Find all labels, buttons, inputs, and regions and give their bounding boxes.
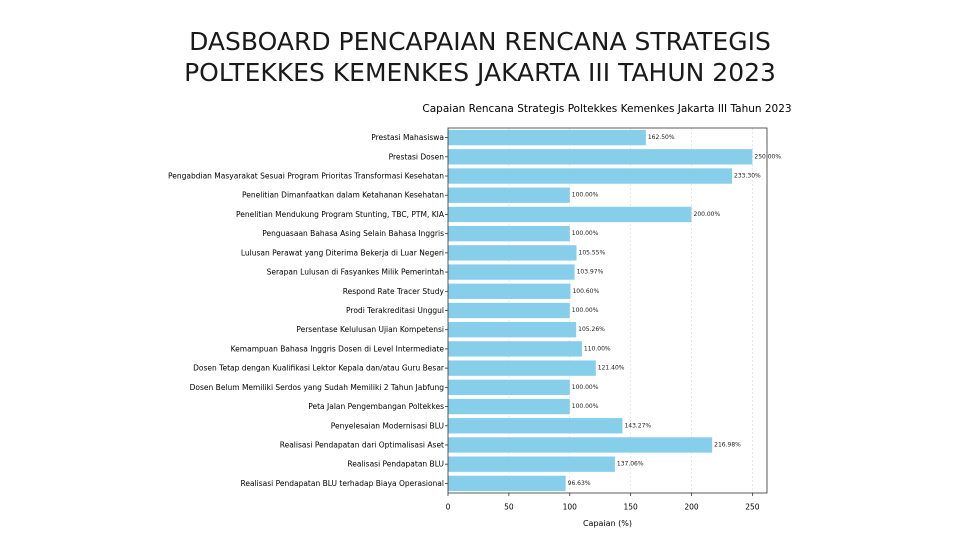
value-label: 137.06% xyxy=(617,461,644,468)
x-tick-label: 50 xyxy=(504,503,514,512)
category-label: Penyelesaian Modernisasi BLU xyxy=(331,421,444,430)
category-label: Respond Rate Tracer Study xyxy=(343,287,445,296)
value-label: 162.50% xyxy=(648,134,675,141)
value-label: 121.40% xyxy=(598,365,625,372)
value-label: 143.27% xyxy=(624,422,651,429)
x-tick-label: 0 xyxy=(446,503,451,512)
bar xyxy=(448,149,753,165)
category-label: Kemampuan Bahasa Inggris Dosen di Level … xyxy=(231,344,445,353)
x-tick-label: 150 xyxy=(623,503,638,512)
bar xyxy=(448,341,582,357)
category-label: Penelitian Dimanfaatkan dalam Ketahanan … xyxy=(242,191,444,200)
category-label: Persentase Kelulusan Ujian Kompetensi xyxy=(296,325,444,334)
value-label: 100.60% xyxy=(572,288,599,295)
bar xyxy=(448,187,570,203)
bar xyxy=(448,398,570,415)
value-label: 100.00% xyxy=(572,403,599,410)
bar xyxy=(448,418,623,434)
plot-frame xyxy=(447,127,768,494)
slide-title-line-2: POLTEKKES KEMENKES JAKARTA III TAHUN 202… xyxy=(184,58,776,87)
category-label: Dosen Belum Memiliki Serdos yang Sudah M… xyxy=(190,383,445,392)
bar xyxy=(448,283,571,299)
bar xyxy=(448,264,575,280)
x-tick-label: 100 xyxy=(563,503,578,512)
category-label: Dosen Tetap dengan Kualifikasi Lektor Ke… xyxy=(193,364,445,373)
bar xyxy=(448,206,692,223)
value-label: 105.55% xyxy=(579,249,606,256)
value-label: 100.00% xyxy=(572,384,599,391)
value-label: 100.00% xyxy=(572,230,599,237)
category-label: Pengabdian Masyarakat Sesuai Program Pri… xyxy=(168,172,444,181)
category-label: Realisasi Pendapatan dari Optimalisasi A… xyxy=(280,440,444,449)
value-label: 100.00% xyxy=(572,307,599,314)
value-label: 110.00% xyxy=(584,345,611,352)
bar xyxy=(448,456,615,472)
value-labels: 162.50% 250.00% 233.30% 100.00% 200.00% 100.0… xyxy=(568,134,782,487)
value-label: 250.00% xyxy=(754,153,781,160)
category-label: Serapan Lulusan di Fasyankes Milik Pemer… xyxy=(267,268,445,277)
x-tick-label: 250 xyxy=(745,503,760,512)
category-label: Realisasi Pendapatan BLU xyxy=(347,460,444,469)
category-label: Prodi Terakreditasi Unggul xyxy=(346,306,444,315)
x-axis-title: Capaian (%) xyxy=(583,519,632,528)
category-label: Prestasi Dosen xyxy=(389,152,445,161)
slide-title-line-1: DASBOARD PENCAPAIAN RENCANA STRATEGIS xyxy=(189,27,771,56)
value-label: 105.26% xyxy=(578,326,605,333)
chart-title: Capaian Rencana Strategis Poltekkes Keme… xyxy=(422,103,791,115)
category-label: Peta Jalan Pengembangan Poltekkes xyxy=(308,402,444,411)
value-label: 96.63% xyxy=(568,480,591,487)
bar xyxy=(448,245,577,261)
bar xyxy=(448,168,733,184)
category-label: Penguasaan Bahasa Asing Selain Bahasa In… xyxy=(262,229,444,238)
bar xyxy=(448,379,570,396)
category-label: Prestasi Mahasiswa xyxy=(371,133,444,142)
value-label: 233.30% xyxy=(734,173,761,180)
x-tick-label: 200 xyxy=(684,503,699,512)
slide-title: DASBOARD PENCAPAIAN RENCANA STRATEGIS PO… xyxy=(0,26,960,88)
category-label: Lulusan Perawat yang Diterima Bekerja di… xyxy=(241,248,444,257)
x-axis-ticks: 0 50 100 150 200 250 xyxy=(446,493,760,512)
bar xyxy=(448,225,570,242)
category-label: Realisasi Pendapatan BLU terhadap Biaya … xyxy=(240,479,444,488)
value-label: 103.97% xyxy=(577,269,604,276)
bars xyxy=(448,129,753,492)
bar xyxy=(448,129,646,146)
bar xyxy=(448,360,596,376)
bar xyxy=(448,437,713,453)
bar xyxy=(448,302,570,319)
value-label: 216.98% xyxy=(714,441,741,448)
bar xyxy=(448,475,566,492)
value-label: 100.00% xyxy=(572,192,599,199)
category-label: Penelitian Mendukung Program Stunting, T… xyxy=(236,210,445,219)
value-label: 200.00% xyxy=(694,211,721,218)
category-labels: Prestasi Mahasiswa Prestasi Dosen Pengabdi… xyxy=(168,133,448,488)
bar xyxy=(448,322,577,338)
